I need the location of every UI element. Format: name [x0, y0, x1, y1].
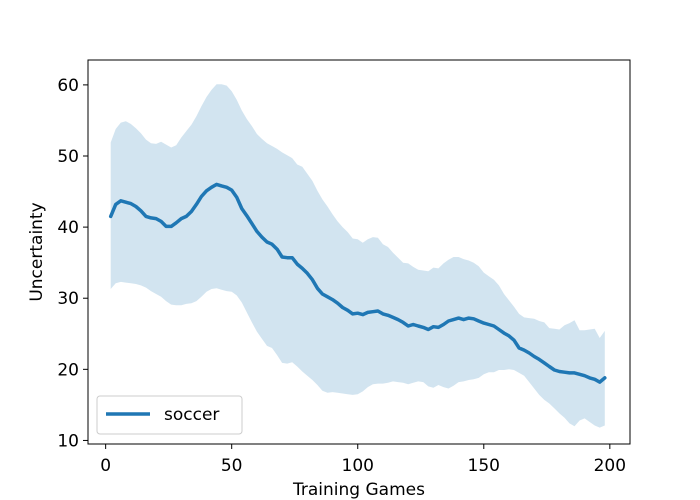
- series-line-soccer: [108, 182, 607, 384]
- y-axis-ticks: 10 20 30 40 50 60: [57, 76, 88, 451]
- y-tick-label: 30: [57, 289, 79, 309]
- legend-box: [96, 395, 243, 435]
- x-axis-label: Training Games: [292, 480, 425, 500]
- series-band-soccer: [110, 84, 605, 428]
- legend-label-soccer: soccer: [164, 405, 219, 425]
- y-tick-label: 40: [57, 218, 79, 238]
- mean-line-layer: [108, 182, 607, 384]
- x-tick-label: 100: [342, 456, 374, 476]
- y-tick-label: 60: [57, 76, 79, 96]
- uncertainty-band-layer: [110, 84, 605, 428]
- plot-frame: [87, 59, 631, 445]
- y-axis-label: Uncertainty: [27, 202, 47, 301]
- legend: soccer: [96, 395, 243, 435]
- x-tick-label: 200: [594, 456, 626, 476]
- y-tick-label: 10: [57, 431, 79, 451]
- x-tick-label: 0: [100, 456, 111, 476]
- x-tick-label: 50: [221, 456, 243, 476]
- x-tick-label: 150: [468, 456, 500, 476]
- y-tick-label: 20: [57, 360, 79, 380]
- y-tick-label: 50: [57, 147, 79, 167]
- x-axis-ticks: 0 50 100 150 200: [100, 444, 626, 476]
